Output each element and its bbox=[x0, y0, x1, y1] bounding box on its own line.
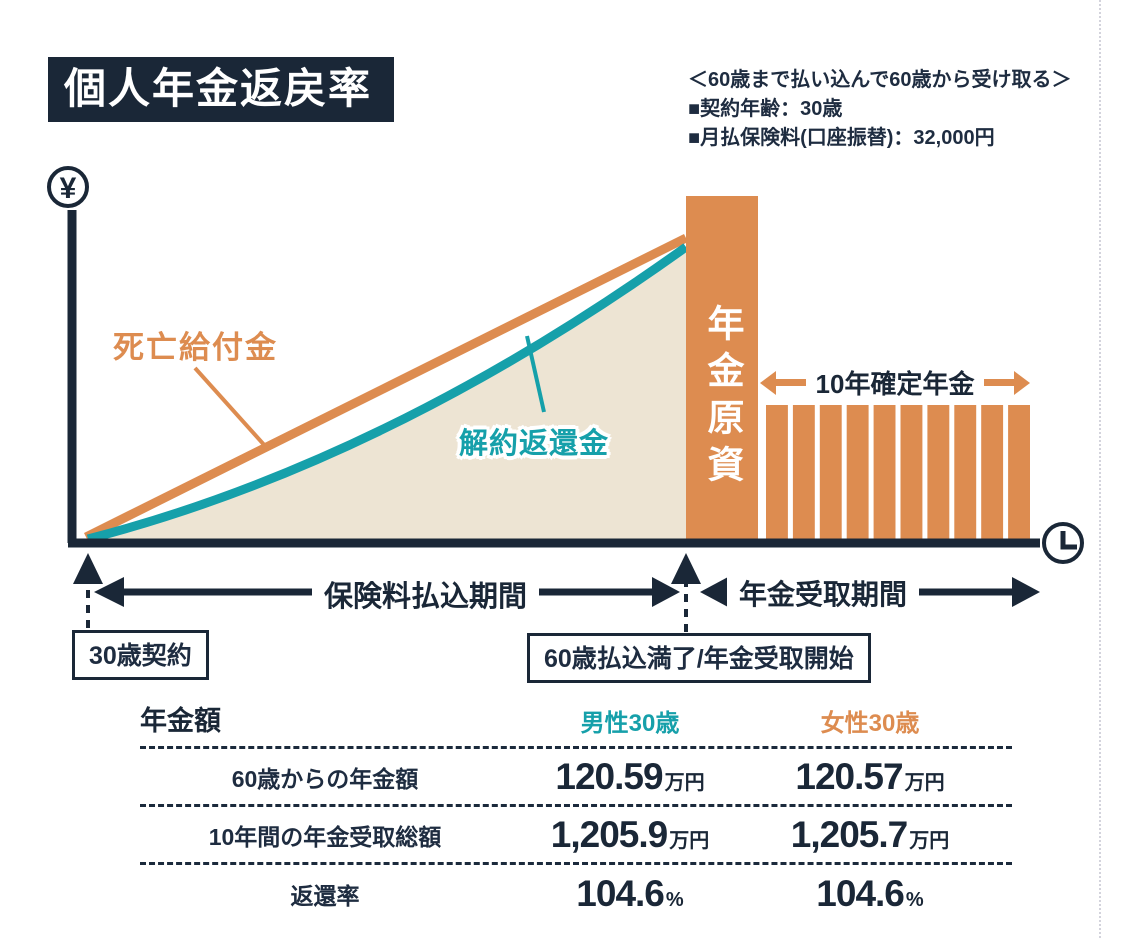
pension-fund-label: 年金原資 bbox=[702, 304, 743, 492]
male-unit: % bbox=[665, 889, 684, 911]
condition-line-1: ＜60歳まで払い込んで60歳から受け取る＞ bbox=[688, 69, 1072, 91]
female-value-cell: 1,205.7 万円 bbox=[750, 814, 990, 856]
pension-amount-table: 年金額 男性30歳 女性30歳 60歳からの年金額 120.59 万円 120.5… bbox=[140, 698, 1012, 923]
table-row: 60歳からの年金額 120.59 万円 120.57 万円 bbox=[140, 749, 1012, 807]
page-title: 個人年金返戻率 bbox=[48, 57, 395, 122]
surrender-value-label: 解約返還金 bbox=[459, 428, 610, 460]
male-value: 120.59 bbox=[555, 755, 663, 797]
male-value-cell: 1,205.9 万円 bbox=[510, 814, 750, 856]
table-header-row: 年金額 男性30歳 女性30歳 bbox=[140, 698, 1012, 749]
female-unit: 万円 bbox=[909, 829, 950, 852]
male-unit: 万円 bbox=[669, 829, 710, 852]
table-title: 年金額 bbox=[140, 706, 221, 736]
row-label: 10年間の年金受取総額 bbox=[208, 823, 442, 850]
female-value: 120.57 bbox=[795, 755, 903, 797]
column-header-female: 女性30歳 bbox=[820, 710, 920, 737]
male-value: 1,205.9 bbox=[550, 813, 668, 855]
male-value: 104.6 bbox=[576, 873, 665, 914]
clock-icon bbox=[1042, 522, 1084, 564]
payment-period-label: 保険料払込期間 bbox=[312, 573, 540, 615]
maturity-tag: 60歳払込満了/年金受取開始 bbox=[527, 633, 871, 683]
male-value-cell: 120.59 万円 bbox=[510, 756, 750, 798]
female-value-cell: 104.6% bbox=[750, 873, 990, 915]
page-edge-dotted-border bbox=[1099, 0, 1101, 938]
payout-bar bbox=[846, 405, 869, 539]
pension-fund-bar bbox=[686, 196, 758, 539]
payout-period-label: 10年確定年金 bbox=[815, 369, 975, 399]
female-value: 104.6 bbox=[816, 873, 905, 914]
male-unit: 万円 bbox=[664, 771, 705, 794]
death-benefit-callout-line bbox=[193, 366, 268, 449]
row-label: 60歳からの年金額 bbox=[231, 765, 419, 792]
payout-bars-group bbox=[766, 405, 1030, 539]
condition-line-2: ■契約年齢：30歳 bbox=[688, 98, 843, 120]
table-row: 返還率 104.6% 104.6% bbox=[140, 865, 1012, 923]
table-row: 10年間の年金受取総額 1,205.9 万円 1,205.7 万円 bbox=[140, 807, 1012, 865]
payout-bar bbox=[1008, 405, 1030, 539]
right-arrow-icon bbox=[983, 370, 1030, 395]
condition-line-3: ■月払保険料(口座振替)：32,000円 bbox=[688, 127, 995, 149]
death-benefit-line bbox=[83, 233, 689, 542]
payout-period-caption: 10年確定年金 bbox=[760, 364, 1030, 401]
column-header-male: 男性30歳 bbox=[580, 710, 680, 737]
contract-pointer-arrow bbox=[73, 553, 103, 628]
yen-glyph: ¥ bbox=[60, 172, 77, 205]
female-value-cell: 120.57 万円 bbox=[750, 756, 990, 798]
payout-bar bbox=[900, 405, 923, 539]
policy-conditions: ＜60歳まで払い込んで60歳から受け取る＞ ■契約年齢：30歳 ■月払保険料(口… bbox=[688, 66, 1072, 153]
yen-icon: ¥ bbox=[47, 166, 89, 208]
row-label: 返還率 bbox=[290, 883, 360, 909]
female-unit: % bbox=[905, 889, 924, 911]
payout-bar bbox=[954, 405, 977, 539]
payout-bar bbox=[927, 405, 950, 539]
receiving-period-label: 年金受取期間 bbox=[727, 573, 920, 613]
left-arrow-icon bbox=[760, 370, 806, 395]
female-unit: 万円 bbox=[904, 771, 945, 794]
payout-bar bbox=[873, 405, 896, 539]
payout-bar bbox=[819, 405, 842, 539]
surrender-area-fill bbox=[88, 247, 686, 540]
payout-bar bbox=[792, 405, 815, 539]
payout-bar bbox=[981, 405, 1004, 539]
female-value: 1,205.7 bbox=[790, 813, 908, 855]
payout-bar bbox=[766, 405, 788, 539]
contract-age-tag: 30歳契約 bbox=[72, 630, 209, 680]
surrender-value-callout-line bbox=[525, 335, 546, 413]
maturity-pointer-arrow bbox=[671, 553, 701, 632]
male-value-cell: 104.6% bbox=[510, 873, 750, 915]
death-benefit-label: 死亡給付金 bbox=[113, 330, 278, 365]
surrender-value-curve bbox=[86, 243, 689, 544]
